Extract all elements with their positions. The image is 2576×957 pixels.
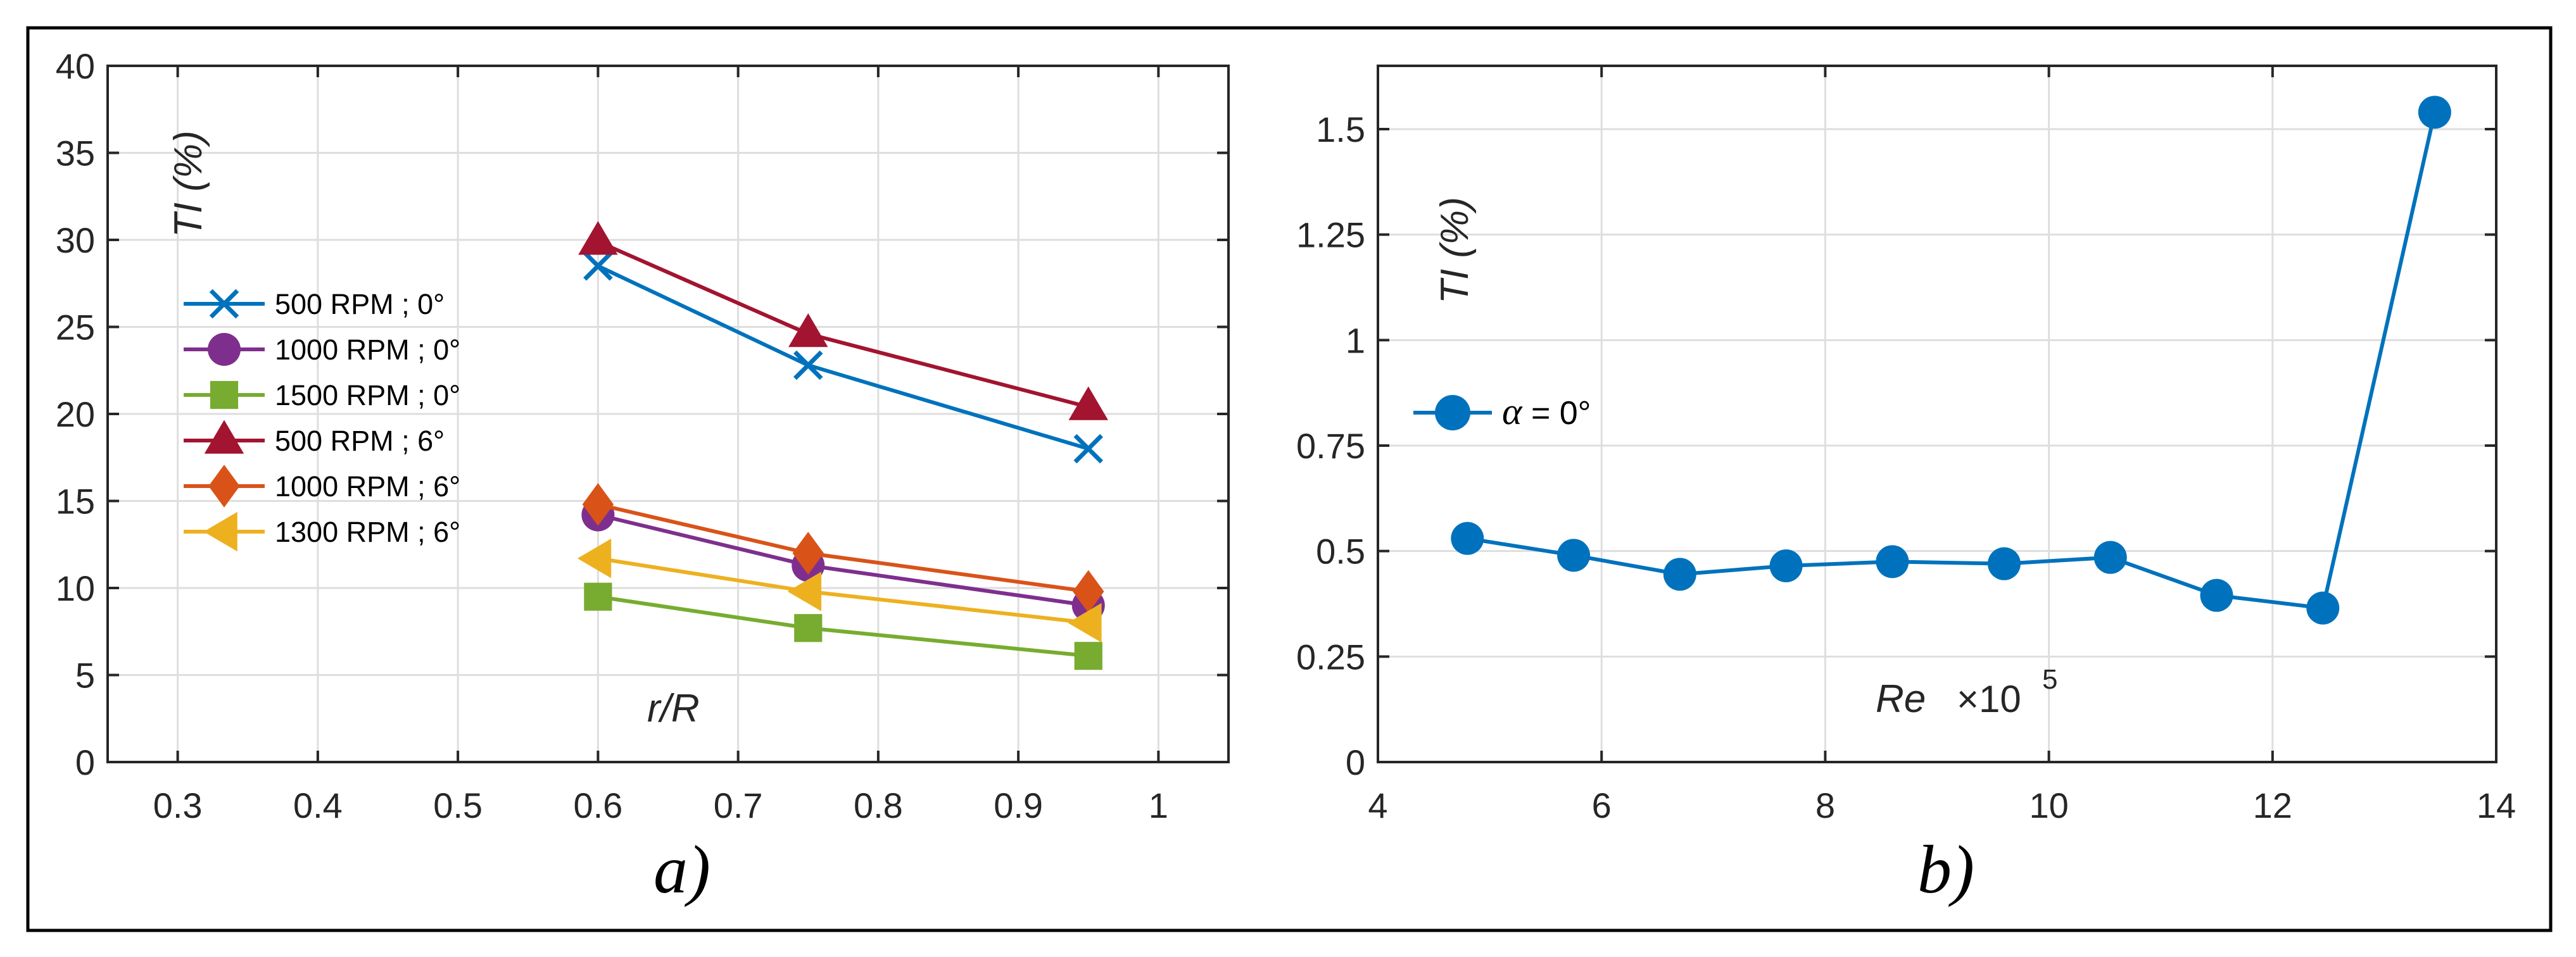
b-ytick-label: 0 [1346,742,1365,782]
a-data-point [792,532,824,575]
legend-entry: 500 RPM ; 0° [275,288,445,320]
panel-b-xlabel-group: Re ×10 5 [1876,664,2057,721]
panel-a-xlabel: r/R [647,687,700,730]
panel-b-xlabel-exponent: 5 [2042,664,2057,695]
a-ytick-label: 25 [56,308,95,347]
b-data-point [1876,545,1909,579]
a-xtick-label: 0.7 [714,785,763,825]
legend-entry: α = 0° [1502,391,1591,432]
a-xtick-label: 0.8 [854,785,903,825]
a-data-point [1073,434,1104,464]
a-xtick-label: 0.5 [433,785,483,825]
panel-b-label: b) [1917,832,1974,908]
legend-entry: 1300 RPM ; 6° [275,516,460,548]
legend-entry: 1000 RPM ; 6° [275,470,460,503]
panel-b-ticks: 4 6 8 10 12 14 0 0.25 0.5 0.75 1 1.25 1.5 [1296,66,2516,825]
a-data-point [1073,570,1104,613]
panel-b: 4 6 8 10 12 14 0 0.25 0.5 0.75 1 1.25 1.5 TI (%) Re … [1296,65,2516,908]
legend-marker [204,420,244,454]
legend-entry: 1000 RPM ; 0° [275,334,460,366]
a-data-point [793,350,823,380]
a-ytick-label: 10 [56,568,95,608]
a-data-point [788,313,828,347]
b-data-point [1451,522,1484,555]
b-ytick-label: 0.25 [1296,637,1365,677]
a-data-point [787,572,822,611]
b-xtick-label: 4 [1368,785,1387,825]
legend-marker [1435,395,1470,430]
b-ytick-label: 1 [1346,320,1365,360]
a-xtick-label: 1 [1149,785,1168,825]
b-xtick-label: 8 [1815,785,1835,825]
b-data-point [2418,96,2451,129]
panel-a-ylabel: TI (%) [167,130,210,237]
b-series-line-0 [1467,111,2437,610]
panel-b-series [1451,96,2451,625]
b-ytick-label: 1.5 [1316,109,1365,149]
panel-a-series [577,221,1108,670]
a-xtick-label: 0.9 [994,785,1043,825]
panel-b-ylabel: TI (%) [1433,197,1477,304]
a-ytick-label: 0 [75,742,95,782]
b-xtick-label: 12 [2253,785,2292,825]
a-data-point [1068,386,1108,420]
panel-a-label: a) [653,832,710,908]
a-data-point [577,539,612,579]
a-data-point [583,251,613,281]
b-data-point [1663,558,1696,591]
b-data-point [2200,579,2233,612]
a-ytick-label: 30 [56,220,95,260]
a-data-point [582,483,614,526]
a-data-point [578,221,618,255]
b-data-point [1987,547,2021,580]
a-xtick-label: 0.4 [293,785,343,825]
a-ytick-label: 40 [56,46,95,86]
a-ytick-label: 15 [56,482,95,522]
legend-marker [203,511,237,552]
b-ytick-label: 1.25 [1296,215,1365,255]
a-ytick-label: 20 [56,394,95,434]
panel-b-xlabel: Re [1876,677,1926,721]
panel-a-legend: 500 RPM ; 0° 1000 RPM ; 0° 1500 RPM ; 0° 50… [184,288,460,552]
a-ytick-label: 35 [56,134,95,173]
legend-entry: 1500 RPM ; 0° [275,379,460,411]
legend-marker [209,289,239,319]
legend-entry: 500 RPM ; 6° [275,425,445,457]
legend-marker [208,465,240,508]
a-data-point [584,582,612,611]
a-xtick-label: 0.3 [153,785,203,825]
b-xtick-label: 6 [1592,785,1612,825]
b-ytick-label: 0.5 [1316,532,1365,572]
b-data-point [1769,549,1803,582]
a-data-point [1068,603,1102,643]
a-data-point [794,614,823,642]
legend-marker [210,380,239,410]
a-data-point [1074,642,1102,670]
panel-b-xlabel-multiplier: ×10 [1957,678,2021,720]
panel-b-legend: α = 0° [1413,391,1591,432]
legend-marker [208,333,241,366]
b-xtick-label: 10 [2029,785,2068,825]
b-data-point [1557,539,1591,572]
a-xtick-label: 0.6 [573,785,622,825]
b-data-point [2093,541,2127,574]
b-xtick-label: 14 [2477,785,2516,825]
panel-b-axes-box [1377,65,2497,763]
a-ytick-label: 5 [75,656,95,696]
figure-border [26,26,2553,932]
b-ytick-label: 0.75 [1296,426,1365,466]
b-data-point [2306,591,2340,625]
